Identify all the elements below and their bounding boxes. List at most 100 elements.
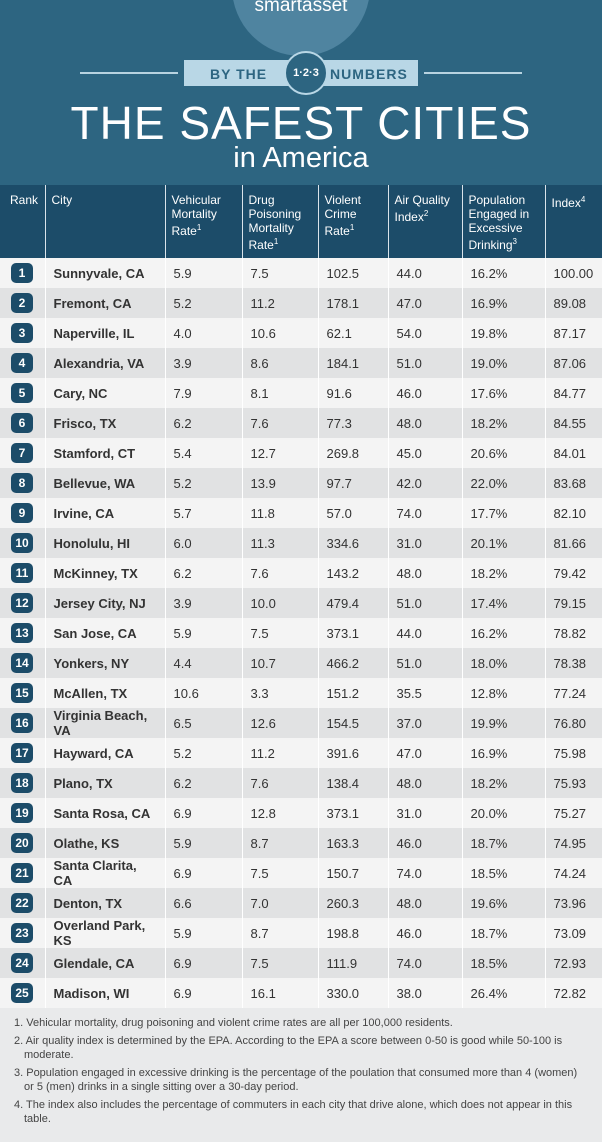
value-cell: 79.15 — [544, 588, 602, 618]
value-cell: 373.1 — [317, 618, 388, 648]
value-cell: 18.2% — [461, 768, 545, 798]
value-cell: 334.6 — [317, 528, 388, 558]
value-cell: 18.2% — [461, 558, 545, 588]
table-row: 25 Madison, WI 6.9 16.1 330.0 38.0 26.4% 72.82 — [0, 978, 602, 1008]
value-cell: 89.08 — [544, 288, 602, 318]
value-cell: 97.7 — [317, 468, 388, 498]
city-cell: Alexandria, VA — [44, 348, 165, 378]
value-cell: 4.0 — [164, 318, 242, 348]
value-cell: 10.6 — [164, 678, 242, 708]
rank-cell: 19 — [0, 798, 45, 828]
value-cell: 13.9 — [241, 468, 318, 498]
table-row: 23 Overland Park, KS 5.9 8.7 198.8 46.0 18.7% 7… — [0, 918, 602, 948]
value-cell: 198.8 — [317, 918, 388, 948]
city-cell: Bellevue, WA — [44, 468, 165, 498]
value-cell: 8.1 — [241, 378, 318, 408]
rank-cell: 6 — [0, 408, 45, 438]
value-cell: 111.9 — [317, 948, 388, 978]
table-row: 6 Frisco, TX 6.2 7.6 77.3 48.0 18.2% 84.55 — [0, 408, 602, 438]
value-cell: 77.24 — [544, 678, 602, 708]
rule — [80, 72, 178, 74]
value-cell: 16.9% — [461, 288, 545, 318]
value-cell: 17.7% — [461, 498, 545, 528]
value-cell: 38.0 — [387, 978, 462, 1008]
value-cell: 10.0 — [241, 588, 318, 618]
rank-cell: 20 — [0, 828, 45, 858]
value-cell: 391.6 — [317, 738, 388, 768]
value-cell: 46.0 — [387, 828, 462, 858]
column-header: City — [44, 185, 165, 258]
value-cell: 3.9 — [164, 588, 242, 618]
value-cell: 138.4 — [317, 768, 388, 798]
value-cell: 6.2 — [164, 558, 242, 588]
value-cell: 74.24 — [544, 858, 602, 888]
value-cell: 150.7 — [317, 858, 388, 888]
table-row: 18 Plano, TX 6.2 7.6 138.4 48.0 18.2% 75.93 — [0, 768, 602, 798]
city-cell: Honolulu, HI — [44, 528, 165, 558]
value-cell: 22.0% — [461, 468, 545, 498]
value-cell: 35.5 — [387, 678, 462, 708]
value-cell: 466.2 — [317, 648, 388, 678]
value-cell: 163.3 — [317, 828, 388, 858]
column-label: Air Quality Index — [394, 193, 450, 224]
value-cell: 143.2 — [317, 558, 388, 588]
rank-cell: 11 — [0, 558, 45, 588]
rank-cell: 15 — [0, 678, 45, 708]
table-row: 16 Virginia Beach, VA 6.5 12.6 154.5 37.0 19.9… — [0, 708, 602, 738]
value-cell: 5.2 — [164, 468, 242, 498]
value-cell: 5.9 — [164, 258, 242, 288]
rank-badge: 8 — [11, 473, 33, 493]
value-cell: 154.5 — [317, 708, 388, 738]
value-cell: 10.7 — [241, 648, 318, 678]
value-cell: 17.4% — [461, 588, 545, 618]
value-cell: 84.01 — [544, 438, 602, 468]
value-cell: 20.1% — [461, 528, 545, 558]
value-cell: 18.5% — [461, 858, 545, 888]
table-row: 15 McAllen, TX 10.6 3.3 151.2 35.5 12.8% 77.24 — [0, 678, 602, 708]
column-label: Violent Crime Rate — [324, 193, 361, 238]
city-cell: Hayward, CA — [44, 738, 165, 768]
footnotes: 1. Vehicular mortality, drug poisoning a… — [0, 1008, 602, 1138]
city-cell: Yonkers, NY — [44, 648, 165, 678]
value-cell: 6.5 — [164, 708, 242, 738]
table-row: 12 Jersey City, NJ 3.9 10.0 479.4 51.0 17.4% 79… — [0, 588, 602, 618]
value-cell: 42.0 — [387, 468, 462, 498]
value-cell: 79.42 — [544, 558, 602, 588]
value-cell: 12.7 — [241, 438, 318, 468]
rank-cell: 10 — [0, 528, 45, 558]
rank-badge: 16 — [11, 713, 33, 733]
value-cell: 75.93 — [544, 768, 602, 798]
city-cell: Frisco, TX — [44, 408, 165, 438]
value-cell: 87.17 — [544, 318, 602, 348]
city-cell: McAllen, TX — [44, 678, 165, 708]
rank-badge: 5 — [11, 383, 33, 403]
table-row: 2 Fremont, CA 5.2 11.2 178.1 47.0 16.9% 89.08 — [0, 288, 602, 318]
value-cell: 44.0 — [387, 618, 462, 648]
rank-cell: 18 — [0, 768, 45, 798]
value-cell: 48.0 — [387, 408, 462, 438]
value-cell: 4.4 — [164, 648, 242, 678]
value-cell: 76.80 — [544, 708, 602, 738]
value-cell: 8.7 — [241, 828, 318, 858]
rank-cell: 13 — [0, 618, 45, 648]
value-cell: 12.8 — [241, 798, 318, 828]
value-cell: 6.6 — [164, 888, 242, 918]
city-cell: Denton, TX — [44, 888, 165, 918]
value-cell: 7.5 — [241, 948, 318, 978]
rank-badge: 3 — [11, 323, 33, 343]
table-row: 9 Irvine, CA 5.7 11.8 57.0 74.0 17.7% 82.10 — [0, 498, 602, 528]
value-cell: 57.0 — [317, 498, 388, 528]
column-label: City — [51, 193, 73, 207]
value-cell: 7.0 — [241, 888, 318, 918]
rank-badge: 23 — [11, 923, 33, 943]
rank-badge: 4 — [11, 353, 33, 373]
rank-cell: 3 — [0, 318, 45, 348]
value-cell: 11.3 — [241, 528, 318, 558]
column-label: Vehicular Mortality Rate — [171, 193, 221, 238]
value-cell: 7.6 — [241, 768, 318, 798]
city-cell: Fremont, CA — [44, 288, 165, 318]
value-cell: 74.0 — [387, 858, 462, 888]
value-cell: 479.4 — [317, 588, 388, 618]
value-cell: 18.7% — [461, 828, 545, 858]
rank-badge: 7 — [11, 443, 33, 463]
